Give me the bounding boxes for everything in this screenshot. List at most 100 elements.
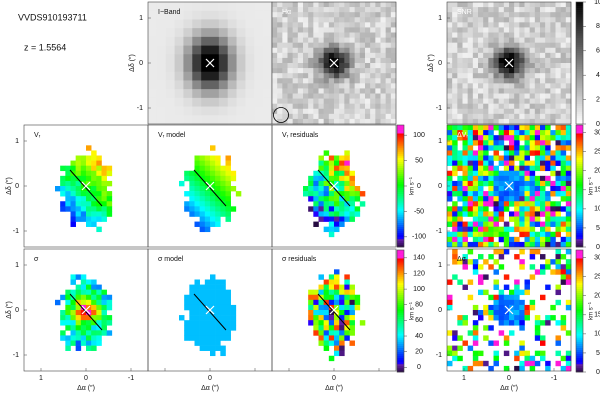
pixel [81, 201, 86, 206]
pixel [308, 176, 313, 181]
pixel [525, 38, 530, 43]
colorbar-cell [576, 168, 583, 170]
pixel [344, 310, 349, 315]
pixel [514, 17, 519, 22]
pixel [519, 366, 524, 371]
pixel [473, 232, 478, 237]
pixel [561, 254, 566, 259]
pixel [220, 300, 225, 305]
pixel [91, 211, 96, 216]
pixel [91, 150, 96, 155]
colorbar-cell [397, 131, 404, 133]
pixel [483, 259, 488, 264]
pixel [473, 196, 478, 201]
pixel [71, 330, 76, 335]
pixel [499, 2, 504, 7]
pixel [76, 156, 81, 161]
panel: Δσ [447, 249, 571, 371]
pixel [210, 341, 215, 346]
pixel [272, 7, 277, 12]
pixel [509, 27, 514, 32]
pixel [545, 12, 550, 17]
pixel [344, 176, 349, 181]
pixel [183, 72, 192, 81]
pixel [519, 206, 524, 211]
colorbar-cell [397, 174, 404, 176]
pixel [228, 98, 237, 107]
pixel [360, 201, 365, 206]
pixel [566, 63, 571, 68]
pixel [370, 33, 375, 38]
pixel [189, 211, 194, 216]
pixel [494, 63, 499, 68]
pixel [494, 186, 499, 191]
pixel [313, 186, 318, 191]
pixel [540, 22, 545, 27]
colorbar-cell [576, 327, 583, 329]
pixel [504, 351, 509, 356]
pixel [210, 46, 219, 55]
colorbar-cell [397, 198, 404, 200]
pixel [535, 351, 540, 356]
pixel [483, 83, 488, 88]
pixel [535, 135, 540, 140]
pixel [550, 7, 555, 12]
pixel [550, 38, 555, 43]
pixel [447, 206, 452, 211]
pixel [65, 341, 70, 346]
pixel [566, 206, 571, 211]
pixel [157, 54, 166, 63]
pixel [102, 211, 107, 216]
pixel [298, 119, 303, 124]
pixel [189, 315, 194, 320]
colorbar-cell [576, 51, 583, 53]
pixel [76, 206, 81, 211]
pixel [525, 119, 530, 124]
x-tick-label: 0 [208, 375, 212, 382]
pixel [381, 94, 386, 99]
pixel [473, 140, 478, 145]
colorbar-cell [576, 135, 583, 137]
pixel [463, 181, 468, 186]
pixel [566, 361, 571, 366]
pixel [334, 351, 339, 356]
pixel [545, 53, 550, 58]
pixel [525, 315, 530, 320]
pixel [519, 290, 524, 295]
pixel [201, 37, 210, 46]
pixel [530, 114, 535, 119]
pixel [447, 280, 452, 285]
pixel [86, 196, 91, 201]
pixel [60, 330, 65, 335]
pixel [355, 7, 360, 12]
pixel [365, 27, 370, 32]
pixel [195, 161, 200, 166]
pixel [566, 135, 571, 140]
pixel [473, 222, 478, 227]
pixel [457, 335, 462, 340]
pixel [509, 53, 514, 58]
pixel [483, 156, 488, 161]
pixel [71, 335, 76, 340]
pixel [473, 73, 478, 78]
pixel [313, 325, 318, 330]
pixel [514, 2, 519, 7]
pixel [483, 171, 488, 176]
pixel [561, 83, 566, 88]
pixel [344, 285, 349, 290]
pixel [488, 305, 493, 310]
pixel [550, 12, 555, 17]
pixel [365, 88, 370, 93]
pixel [334, 27, 339, 32]
colorbar-cell [576, 30, 583, 32]
pixel [556, 68, 561, 73]
pixel [452, 346, 457, 351]
pixel [339, 156, 344, 161]
pixel [329, 109, 334, 114]
pixel [463, 196, 468, 201]
pixel [457, 94, 462, 99]
pixel [195, 305, 200, 310]
pixel [535, 22, 540, 27]
pixel [561, 140, 566, 145]
pixel [71, 196, 76, 201]
